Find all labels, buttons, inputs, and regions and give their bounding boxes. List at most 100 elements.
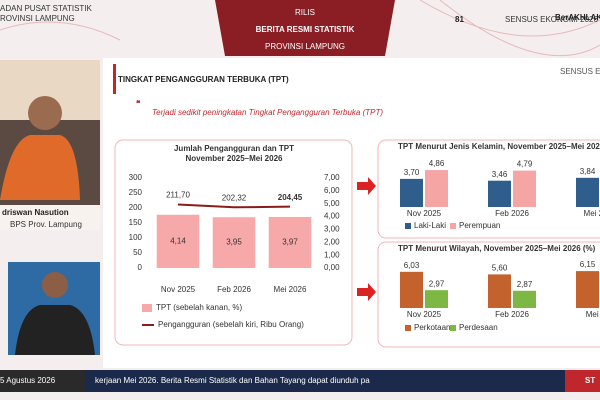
bar (156, 214, 200, 268)
decor (0, 0, 600, 57)
y2-tick-label: 7,00 (324, 173, 340, 182)
y2-tick-label: 6,00 (324, 186, 340, 195)
bar (400, 178, 423, 207)
line (177, 203, 291, 209)
value-label: 3,70 (404, 168, 420, 177)
org-name: ADAN PUSAT STATISTIK (0, 4, 93, 13)
value-label: 6,15 (580, 260, 596, 269)
bar (576, 271, 599, 308)
y-tick-label: 100 (129, 233, 143, 242)
logo: BerAKHLAK (555, 13, 600, 22)
slide-quote: Terjadi sedikit peningkatan Tingkat Peng… (152, 108, 383, 117)
x-tick-label: Nov 2025 (407, 209, 442, 218)
x-tick-label: Feb 2026 (495, 310, 529, 319)
bar (425, 170, 448, 207)
ticker-date: 5 Agustus 2026 (0, 376, 56, 385)
org-region: ROVINSI LAMPUNG (0, 14, 75, 23)
y2-tick-label: 1,00 (324, 250, 340, 259)
ticker-tag-box (565, 370, 600, 392)
bar (576, 177, 599, 207)
value-label: 4,79 (517, 160, 533, 169)
title-accent (113, 64, 116, 94)
x-tick-label: Mei 2026 (274, 285, 307, 294)
bar (488, 180, 511, 207)
y-tick-label: 200 (129, 203, 143, 212)
legend-swatch (450, 223, 456, 229)
bar (513, 170, 536, 207)
speaker-role: BPS Prov. Lampung (10, 220, 82, 229)
legend-label: TPT (sebelah kanan, %) (156, 303, 242, 312)
y-tick-label: 150 (129, 218, 143, 227)
chart-title: Jumlah Pengangguran dan TPT (174, 144, 294, 153)
legend-label: Perempuan (459, 221, 500, 230)
legend-label: Pengangguran (sebelah kiri, Ribu Orang) (158, 320, 304, 329)
value-label: 211,70 (166, 191, 190, 200)
rilis: RILIS (295, 8, 315, 17)
chart-title: November 2025–Mei 2026 (186, 154, 284, 163)
value-label: 3,95 (226, 238, 242, 247)
chart-title: TPT Menurut Jenis Kelamin, November 2025… (398, 142, 600, 151)
x-tick-label: Mei 2026 (584, 209, 600, 218)
value-label: 4,14 (170, 236, 186, 245)
value-label: 3,97 (282, 238, 298, 247)
slide-logo: SENSUS EKONOM (560, 67, 600, 76)
y2-tick-label: 2,00 (324, 237, 340, 246)
bar (268, 216, 312, 268)
banner-title: BERITA RESMI STATISTIK (256, 25, 355, 34)
interpreter-head (42, 272, 68, 298)
banner-region: PROVINSI LAMPUNG (265, 42, 345, 51)
speaker-head (28, 96, 62, 130)
banner (215, 0, 395, 56)
quote-mark: ❝ (136, 99, 141, 108)
bar (400, 271, 423, 308)
y2-tick-label: 3,00 (324, 225, 340, 234)
bar (513, 290, 536, 308)
speaker-body (0, 135, 80, 200)
date-box (0, 370, 85, 392)
x-tick-label: Mei 202 (586, 310, 600, 319)
value-label: 4,86 (429, 159, 445, 168)
value-label: 2,97 (429, 279, 445, 288)
x-tick-label: Feb 2026 (495, 209, 529, 218)
y2-tick-label: 5,00 (324, 199, 340, 208)
logo: 81 (455, 15, 464, 24)
slide-title: TINGKAT PENGANGGURAN TERBUKA (TPT) (118, 75, 289, 84)
bar (425, 290, 448, 308)
legend-swatch (142, 304, 152, 312)
value-label: 6,03 (404, 261, 420, 270)
chart-title: TPT Menurut Wilayah, November 2025–Mei 2… (398, 244, 596, 253)
y-tick-label: 50 (133, 248, 142, 257)
logo: SENSUS EKONOMI 2026 (505, 15, 598, 24)
legend-label: Perkotaan (414, 323, 450, 332)
legend-label: Laki-Laki (414, 221, 446, 230)
y-tick-label: 300 (129, 173, 143, 182)
y-tick-label: 250 (129, 188, 143, 197)
ticker-text: kerjaan Mei 2026. Berita Resmi Statistik… (95, 376, 370, 385)
value-label: 204,45 (278, 193, 303, 202)
arrow (357, 283, 376, 301)
legend-swatch (450, 325, 456, 331)
bar (212, 217, 256, 268)
y-tick-label: 0 (138, 263, 143, 272)
legend-swatch (405, 223, 411, 229)
legend-label: Perdesaan (459, 323, 498, 332)
name-bar (0, 205, 100, 230)
x-tick-label: Feb 2026 (217, 285, 251, 294)
value-label: 2,87 (517, 280, 533, 289)
value-label: 5,60 (492, 264, 508, 273)
legend-swatch (405, 325, 411, 331)
interpreter-body (15, 305, 95, 355)
value-label: 202,32 (222, 193, 247, 202)
x-tick-label: Nov 2025 (161, 285, 196, 294)
bar (488, 274, 511, 308)
ticker-tag: ST (585, 376, 595, 385)
value-label: 3,46 (492, 170, 508, 179)
y2-tick-label: 4,00 (324, 212, 340, 221)
speaker-name: driswan Nasution (2, 208, 69, 217)
value-label: 3,84 (580, 167, 596, 176)
arrow (357, 177, 376, 195)
y2-tick-label: 0,00 (324, 263, 340, 272)
x-tick-label: Nov 2025 (407, 310, 442, 319)
